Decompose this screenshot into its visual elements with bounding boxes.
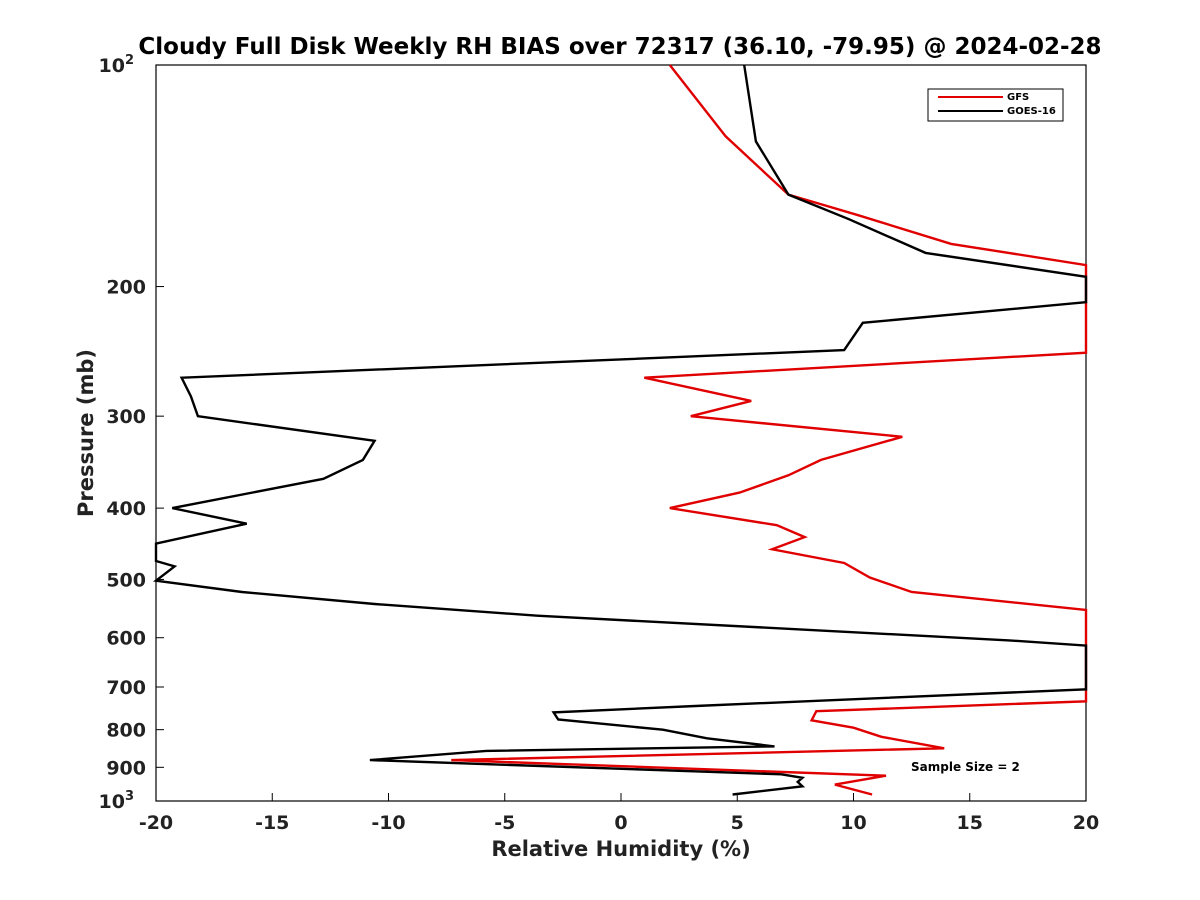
x-tick-label: -5 [494,812,515,834]
y-tick-label: 300 [106,406,146,428]
x-tick-label: -15 [255,812,289,834]
x-tick-label: 20 [1073,812,1099,834]
x-axis-label: Relative Humidity (%) [491,837,750,861]
y-tick-label: 700 [106,677,146,699]
series-line-goes16 [152,64,1088,796]
y-tick-label: 900 [106,757,146,779]
x-tick-label: 15 [957,812,983,834]
x-tick-label: -10 [371,812,405,834]
legend: GFS GOES-16 [927,88,1064,122]
x-tick-label: 10 [840,812,866,834]
series-layer [152,64,1088,796]
y-tick-label: 400 [106,498,146,520]
sample-size-annotation: Sample Size = 2 [911,760,1020,774]
y-tick-label: 500 [106,569,146,591]
legend-label-goes16: GOES-16 [1007,106,1056,117]
y-tick-label: 200 [106,277,146,299]
y-tick-exponent: 2 [125,53,134,68]
y-axis-label: Pressure (mb) [74,349,98,517]
y-tick-label: 600 [106,628,146,650]
plot-area: -20 -15 -10 -5 0 5 10 15 20 102 200 300 400 500 600 70… [99,53,1100,834]
x-tick-label: -20 [139,812,173,834]
y-tick-label: 102 [99,53,135,77]
x-axis: -20 -15 -10 -5 0 5 10 15 20 [139,793,1099,834]
legend-box [927,88,1064,122]
x-tick-label: 0 [614,812,627,834]
x-tick-label: 5 [731,812,744,834]
y-tick-label: 800 [106,720,146,742]
chart-title: Cloudy Full Disk Weekly RH BIAS over 723… [138,34,1101,60]
legend-label-gfs: GFS [1007,92,1029,103]
y-tick-exponent: 3 [125,789,134,804]
